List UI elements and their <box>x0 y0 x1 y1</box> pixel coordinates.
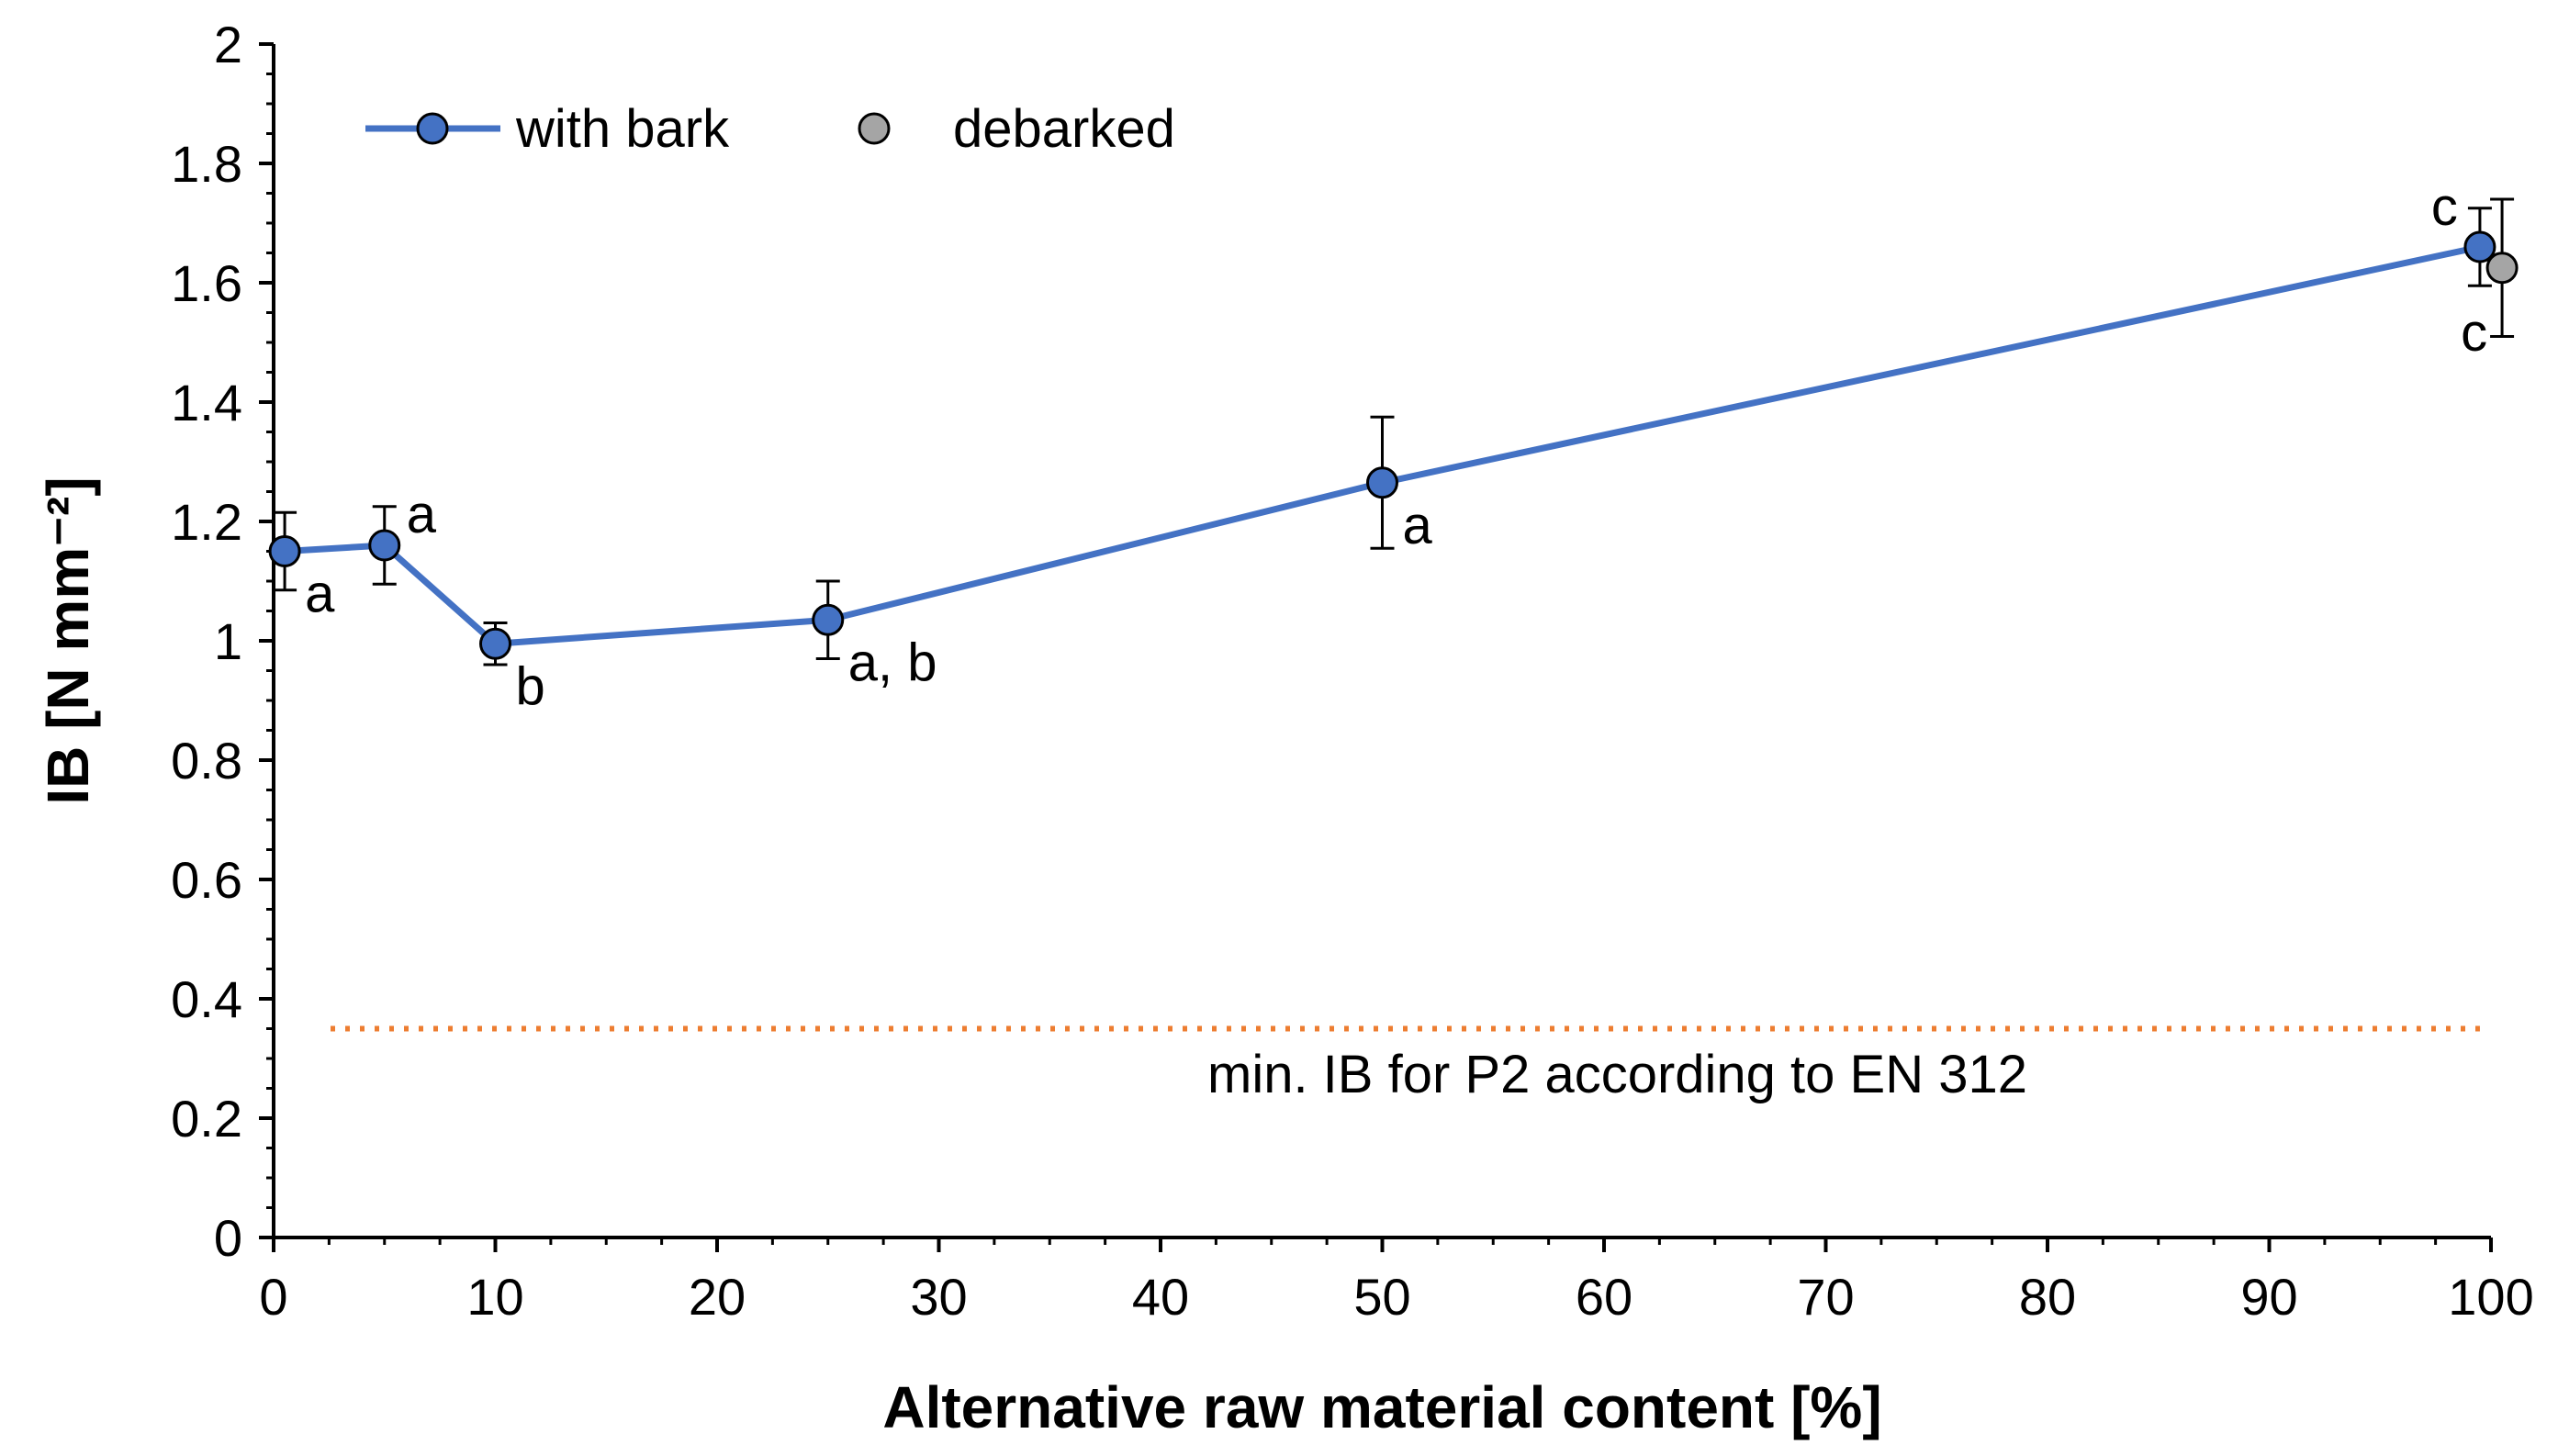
data-point-debarked <box>2485 252 2519 285</box>
x-tick-label: 90 <box>2240 1268 2297 1326</box>
min-ib-reference-label: min. IB for P2 according to EN 312 <box>1207 1045 2027 1104</box>
significance-label-debarked: c <box>2461 303 2487 363</box>
significance-label-with-bark: c <box>2431 177 2458 237</box>
legend-marker-with-bark <box>416 112 449 145</box>
significance-label-with-bark: a, b <box>848 633 937 692</box>
significance-label-with-bark: a <box>1403 496 1433 555</box>
reference-line-group: min. IB for P2 according to EN 312 <box>331 1025 2480 1104</box>
x-tick-label: 50 <box>1353 1268 1410 1326</box>
series-line-with-bark <box>284 243 2481 647</box>
data-point-with-bark <box>2463 230 2496 263</box>
y-tick-label: 0.2 <box>171 1090 242 1148</box>
data-point-with-bark <box>1366 466 1398 499</box>
x-tick-label: 20 <box>689 1268 746 1326</box>
data-point-with-bark <box>479 627 511 660</box>
data-point-with-bark <box>812 603 845 636</box>
legend-label-debarked: debarked <box>953 99 1175 159</box>
x-tick-label: 30 <box>910 1268 967 1326</box>
x-tick-label: 100 <box>2448 1268 2533 1326</box>
y-tick-label: 0.4 <box>171 970 242 1028</box>
legend-label-with-bark: with bark <box>515 99 730 159</box>
data-point-with-bark <box>368 529 401 562</box>
y-tick-label: 1.6 <box>171 254 242 312</box>
y-tick-label: 0 <box>214 1209 242 1267</box>
x-axis-title: Alternative raw material content [%] <box>882 1374 1881 1440</box>
y-tick-label: 1.4 <box>171 374 242 431</box>
significance-label-with-bark: a <box>305 565 335 624</box>
y-tick-label: 0.8 <box>171 732 242 790</box>
x-tick-label: 80 <box>2019 1268 2076 1326</box>
y-tick-label: 0.6 <box>171 851 242 909</box>
y-axis-title: IB [N mm⁻²] <box>35 476 101 804</box>
series-group: a a b a, b a c c <box>268 177 2519 716</box>
x-tick-label: 60 <box>1576 1268 1632 1326</box>
legend: with bark debarked <box>365 99 1175 159</box>
significance-label-with-bark: a <box>407 485 437 544</box>
data-point-with-bark <box>268 535 301 567</box>
y-tick-label: 1 <box>214 612 242 670</box>
significance-label-with-bark: b <box>516 656 545 716</box>
x-tick-label: 10 <box>466 1268 523 1326</box>
x-tick-label: 0 <box>259 1268 287 1326</box>
y-tick-label: 1.2 <box>171 493 242 551</box>
x-tick-label: 70 <box>1797 1268 1854 1326</box>
axes: 00.20.40.60.811.21.41.61.820 10 20 30 40 50 60… <box>171 16 2534 1326</box>
x-tick-label: 40 <box>1132 1268 1189 1326</box>
y-tick-label: 2 <box>214 16 242 73</box>
y-tick-label: 1.8 <box>171 135 242 193</box>
legend-marker-debarked <box>858 112 891 145</box>
